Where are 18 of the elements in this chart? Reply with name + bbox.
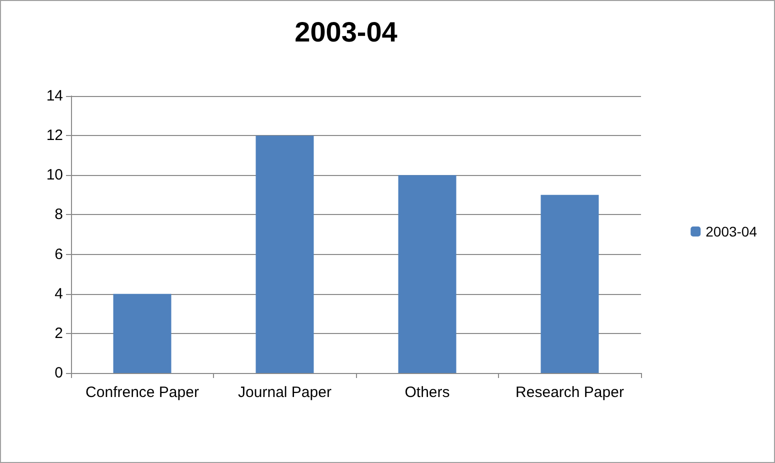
legend-label: 2003-04 xyxy=(706,224,758,240)
chart-title: 2003-04 xyxy=(294,16,398,48)
x-tick-label: Research Paper xyxy=(516,384,624,401)
bar xyxy=(540,194,599,373)
y-tick-label: 0 xyxy=(54,364,63,382)
y-tick-label: 8 xyxy=(54,206,63,224)
y-tick-label: 14 xyxy=(46,88,63,104)
y-tick-label: 2 xyxy=(54,324,63,342)
x-tick-label: Journal Paper xyxy=(238,384,332,401)
y-tick-label: 4 xyxy=(54,285,63,302)
x-tick-label: Others xyxy=(404,384,450,401)
y-tick-label: 10 xyxy=(46,166,63,184)
bar xyxy=(256,136,314,373)
y-tick-label: 6 xyxy=(54,246,63,263)
y-tick-label: 12 xyxy=(46,127,63,144)
x-tick-label: Confrence Paper xyxy=(86,384,199,401)
bar xyxy=(398,175,456,373)
bar xyxy=(113,294,172,373)
